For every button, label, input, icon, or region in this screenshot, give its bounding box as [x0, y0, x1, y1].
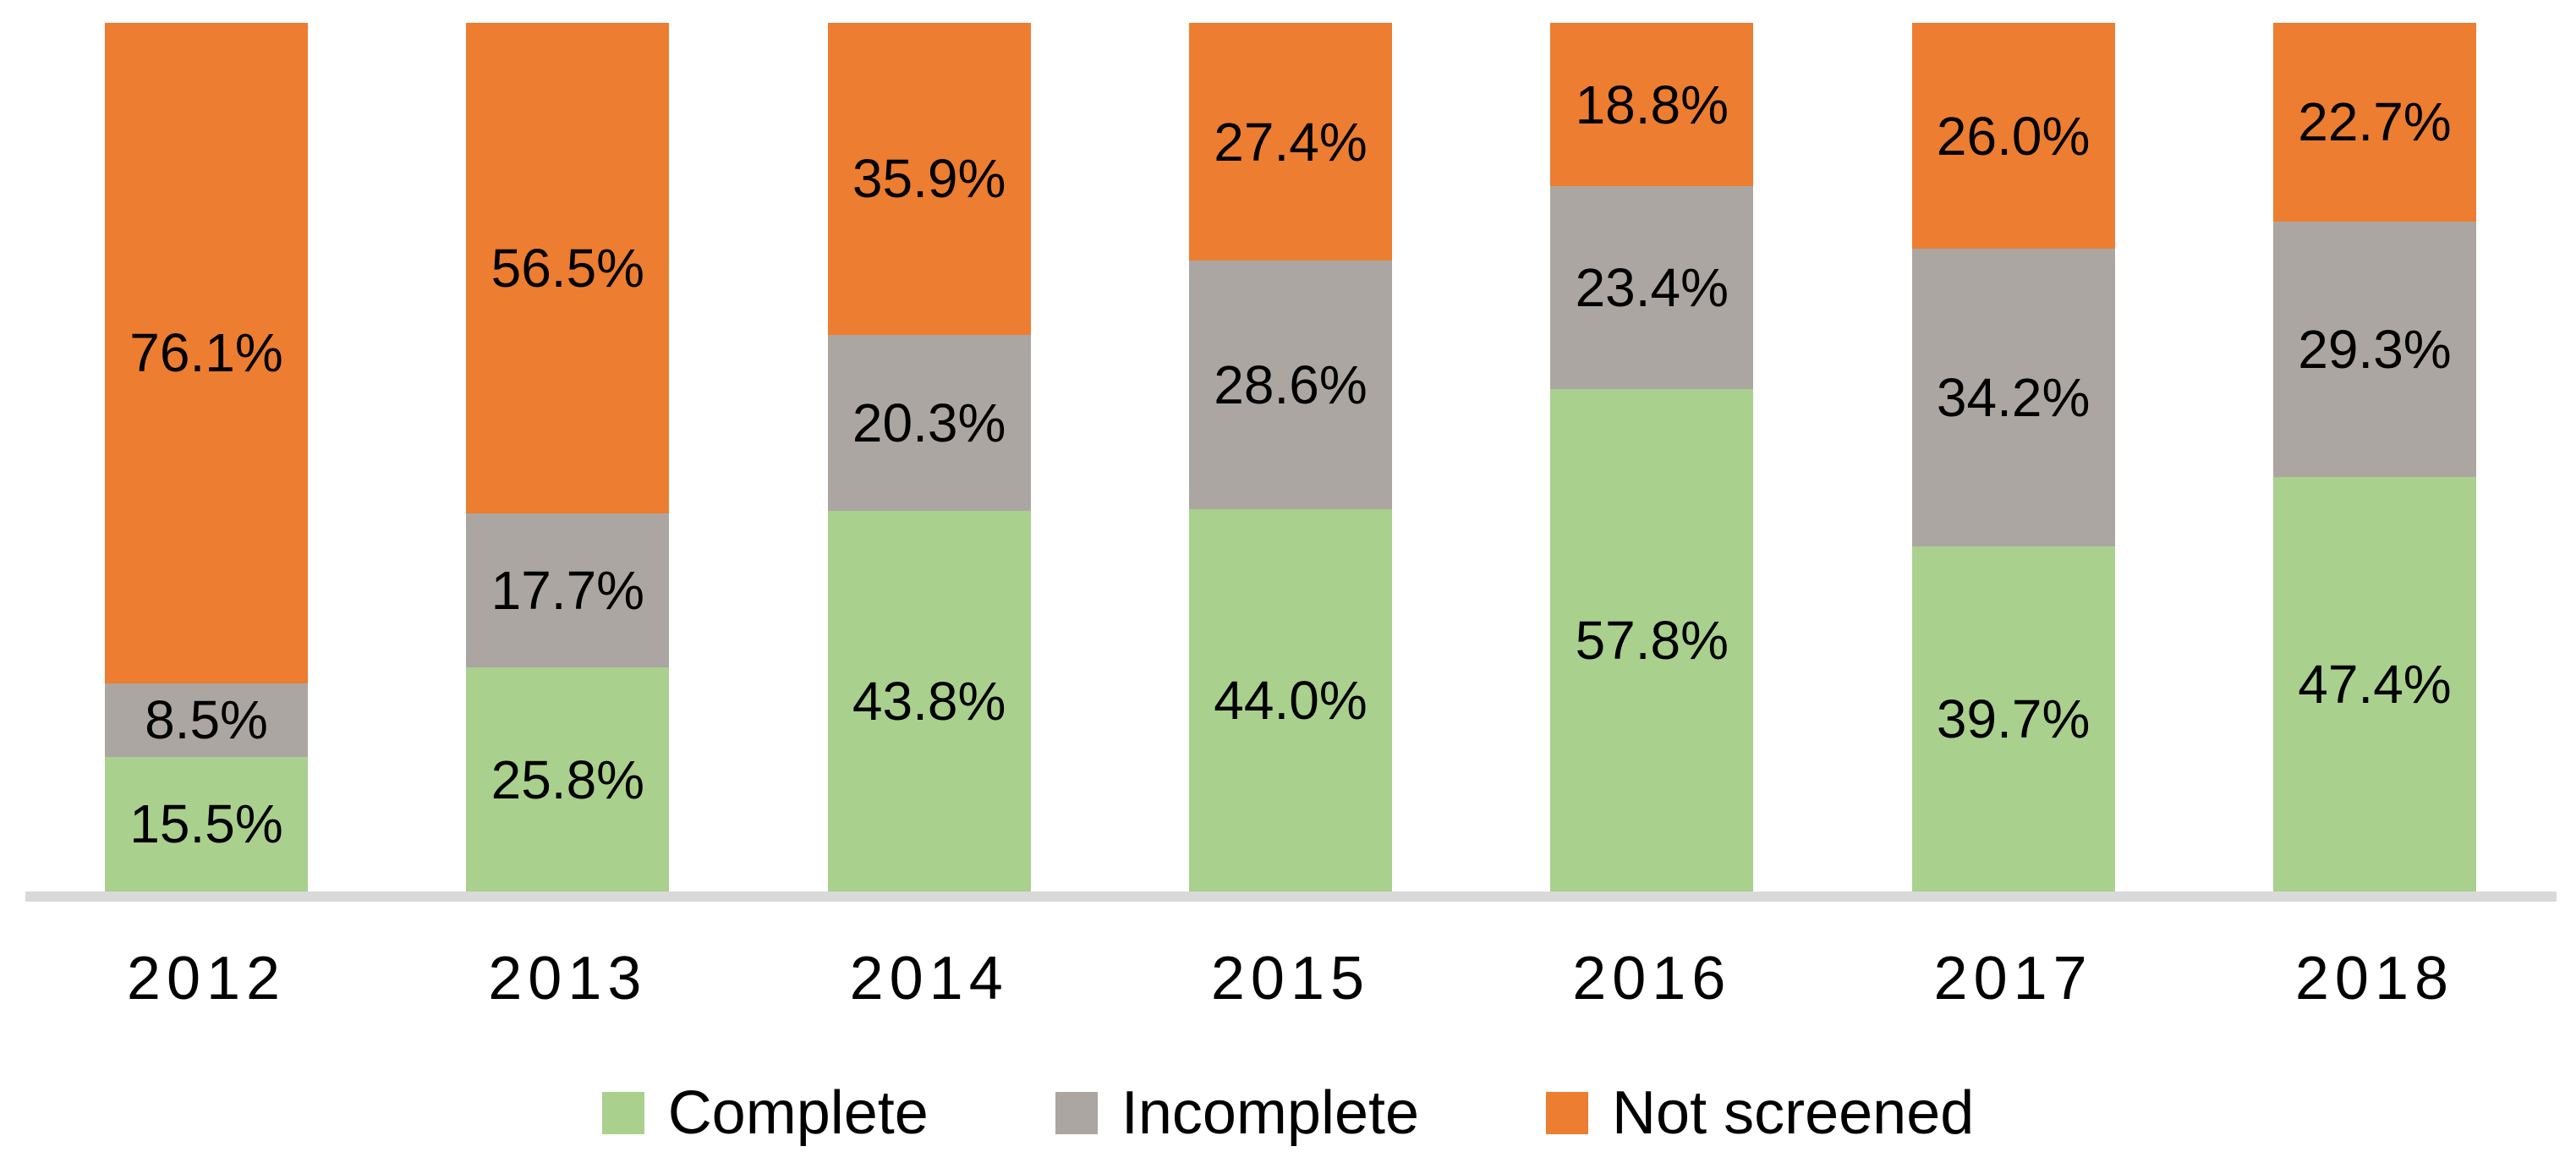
bar-segment-incomplete-2013: 17.7%	[466, 513, 670, 668]
data-label: 27.4%	[1214, 111, 1367, 173]
bar-segment-complete-2013: 25.8%	[466, 667, 670, 891]
data-label: 34.2%	[1936, 367, 2091, 429]
x-axis-tick-labels: 2012 2013 2014 2015 2016 2017 2018	[0, 941, 2576, 1017]
legend-swatch-icon	[1055, 1091, 1098, 1134]
data-label: 22.7%	[2298, 91, 2452, 153]
data-label: 26.0%	[1936, 105, 2091, 167]
legend-label: Not screened	[1612, 1078, 1975, 1147]
bar-segment-complete-2015: 44.0%	[1188, 509, 1392, 891]
bar-segment-incomplete-2016: 23.4%	[1550, 186, 1754, 390]
data-label: 43.8%	[852, 671, 1006, 732]
bar-segment-complete-2014: 43.8%	[827, 511, 1031, 891]
bar-segment-not-screened-2012: 76.1%	[105, 23, 308, 683]
x-tick-label-2013: 2013	[488, 945, 648, 1012]
data-label: 57.8%	[1575, 610, 1729, 672]
legend-item-incomplete: Incomplete	[1055, 1083, 1419, 1144]
data-label: 18.8%	[1575, 74, 1729, 135]
x-tick-label-2016: 2016	[1572, 945, 1732, 1012]
bar-segment-not-screened-2014: 35.9%	[827, 23, 1031, 335]
plot-area: 76.1% 8.5% 15.5% 56.5% 17.7% 25.8% 35.9% 20.3% 4…	[0, 23, 2576, 891]
x-tick-label-2014: 2014	[849, 945, 1009, 1012]
bar-2016: 18.8% 23.4% 57.8%	[1550, 23, 1754, 891]
bar-2012: 76.1% 8.5% 15.5%	[105, 23, 308, 891]
legend-item-complete: Complete	[601, 1078, 929, 1147]
data-label: 28.6%	[1214, 354, 1367, 416]
data-label: 25.8%	[491, 749, 645, 810]
bar-segment-incomplete-2014: 20.3%	[827, 334, 1031, 512]
bar-segment-complete-2018: 47.4%	[2272, 477, 2476, 891]
legend-label: Incomplete	[1121, 1078, 1420, 1147]
chart-legend: Complete Incomplete Not screened	[0, 1072, 2576, 1153]
data-label: 76.1%	[129, 322, 283, 384]
data-label: 23.4%	[1575, 257, 1729, 319]
data-label: 56.5%	[491, 238, 645, 299]
bar-segment-not-screened-2017: 26.0%	[1911, 23, 2115, 250]
x-tick-label-2015: 2015	[1210, 945, 1371, 1012]
data-label: 44.0%	[1214, 670, 1367, 732]
bar-segment-complete-2012: 15.5%	[105, 756, 308, 891]
legend-swatch-icon	[1546, 1091, 1589, 1134]
bar-2017: 26.0% 34.2% 39.7%	[1911, 23, 2115, 891]
x-tick-label-2012: 2012	[126, 945, 287, 1012]
data-label: 47.4%	[2298, 654, 2452, 716]
data-label: 20.3%	[852, 392, 1006, 453]
bar-segment-incomplete-2012: 8.5%	[105, 683, 308, 757]
bar-segment-not-screened-2013: 56.5%	[466, 23, 670, 514]
x-tick-label-2017: 2017	[1933, 945, 2093, 1012]
legend-item-not-screened: Not screened	[1546, 1083, 1974, 1144]
bar-segment-incomplete-2017: 34.2%	[1911, 249, 2115, 546]
bar-segment-incomplete-2018: 29.3%	[2272, 221, 2476, 478]
bar-segment-not-screened-2016: 18.8%	[1550, 23, 1754, 187]
legend-label: Complete	[667, 1078, 929, 1147]
bar-segment-complete-2016: 57.8%	[1550, 389, 1754, 891]
data-label: 35.9%	[852, 148, 1006, 210]
legend-swatch-icon	[601, 1091, 644, 1134]
data-label: 29.3%	[2298, 318, 2452, 380]
x-axis-line	[25, 891, 2557, 902]
bar-2018: 22.7% 29.3% 47.4%	[2272, 23, 2476, 891]
data-label: 39.7%	[1936, 688, 2091, 749]
x-tick-label-2018: 2018	[2294, 945, 2455, 1012]
bar-segment-not-screened-2018: 22.7%	[2272, 23, 2476, 222]
data-label: 8.5%	[145, 689, 268, 751]
bar-2014: 35.9% 20.3% 43.8%	[827, 23, 1031, 891]
bar-segment-complete-2017: 39.7%	[1911, 546, 2115, 891]
bar-segment-incomplete-2015: 28.6%	[1188, 261, 1392, 510]
bar-segment-not-screened-2015: 27.4%	[1188, 23, 1392, 261]
bar-2013: 56.5% 17.7% 25.8%	[466, 23, 670, 891]
data-label: 15.5%	[129, 793, 283, 855]
data-label: 17.7%	[491, 560, 645, 622]
bar-2015: 27.4% 28.6% 44.0%	[1188, 23, 1392, 891]
